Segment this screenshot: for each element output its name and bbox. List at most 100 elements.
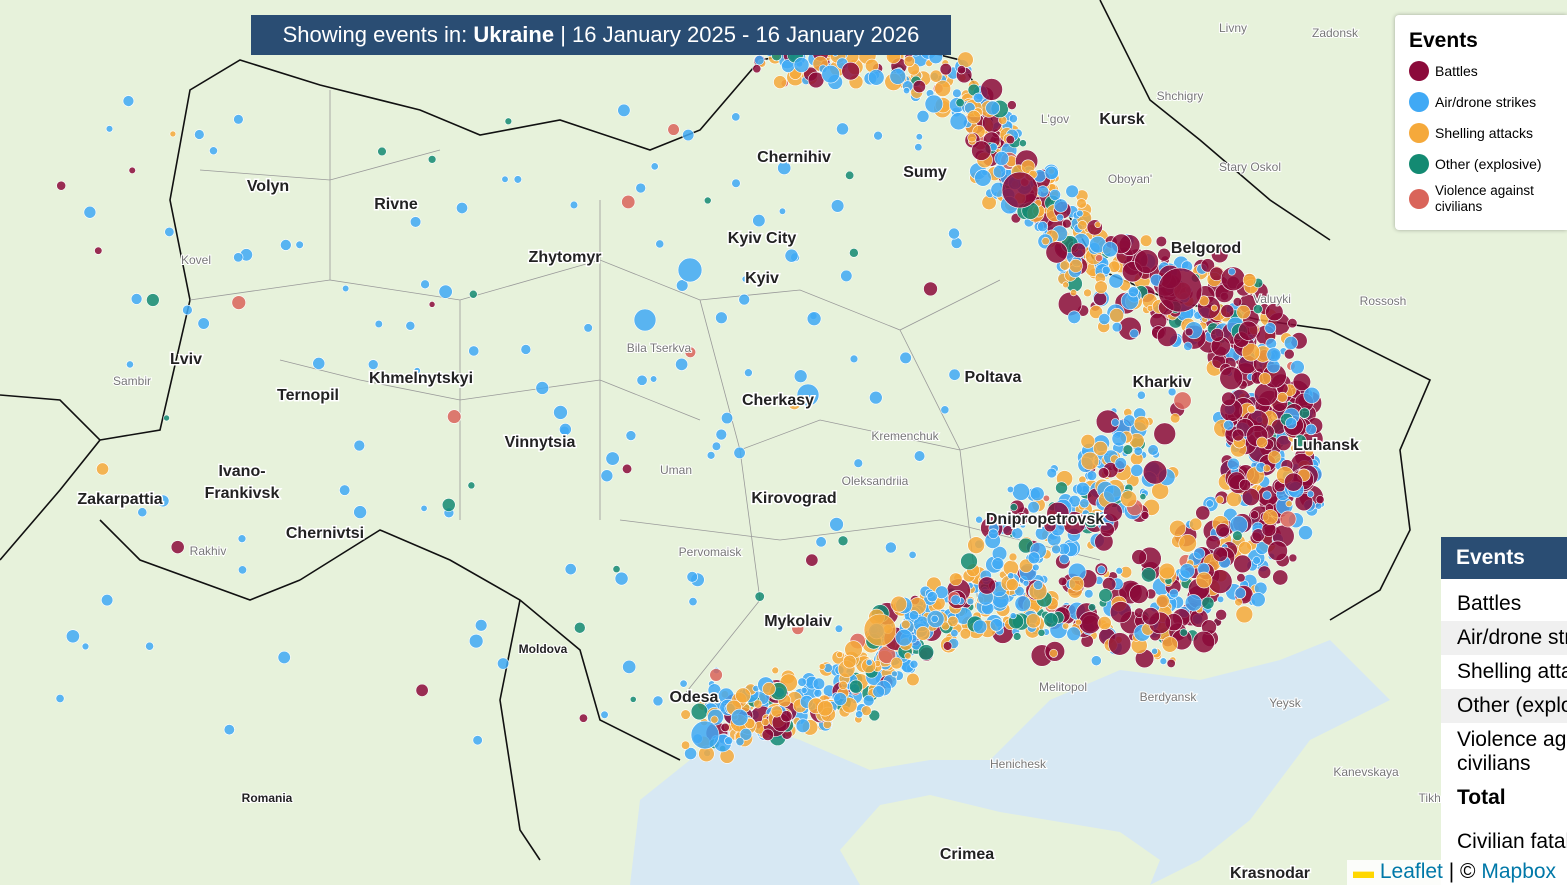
event-dot[interactable] [655, 239, 665, 249]
legend-item[interactable]: Shelling attacks [1409, 121, 1567, 144]
event-dot[interactable] [339, 484, 351, 496]
event-dot[interactable] [777, 161, 792, 176]
event-dot[interactable] [1212, 546, 1228, 562]
event-dot[interactable] [1293, 434, 1307, 447]
event-dot[interactable] [1043, 519, 1057, 533]
event-dot[interactable] [101, 594, 114, 607]
event-dot[interactable] [1008, 114, 1018, 124]
event-dot[interactable] [1262, 509, 1279, 526]
event-dot[interactable] [1088, 603, 1097, 612]
event-dot[interactable] [428, 301, 436, 308]
event-dot[interactable] [1009, 612, 1017, 620]
event-dot[interactable] [312, 357, 326, 370]
event-dot[interactable] [952, 88, 962, 98]
event-dot[interactable] [948, 368, 961, 381]
event-dot[interactable] [682, 128, 695, 142]
event-dot[interactable] [1195, 505, 1211, 521]
event-dot[interactable] [1158, 562, 1176, 580]
event-dot[interactable] [635, 182, 646, 194]
event-dot[interactable] [1075, 481, 1090, 497]
event-dot[interactable] [583, 323, 593, 333]
event-dot[interactable] [1095, 409, 1120, 434]
event-dot[interactable] [94, 246, 103, 255]
event-dot[interactable] [703, 196, 712, 205]
event-dot[interactable] [796, 383, 820, 407]
event-dot[interactable] [1140, 511, 1150, 520]
event-dot[interactable] [128, 166, 136, 174]
event-dot[interactable] [868, 709, 881, 722]
event-dot[interactable] [1242, 273, 1257, 287]
event-dot[interactable] [1055, 481, 1068, 495]
event-dot[interactable] [1315, 495, 1325, 505]
event-dot[interactable] [849, 248, 859, 258]
event-dot[interactable] [1275, 435, 1292, 451]
event-dot[interactable] [1200, 258, 1215, 273]
event-dot[interactable] [1179, 628, 1188, 637]
event-dot[interactable] [1014, 512, 1029, 526]
event-dot[interactable] [1075, 618, 1082, 626]
event-dot[interactable] [821, 64, 840, 84]
event-dot[interactable] [652, 695, 664, 707]
event-dot[interactable] [805, 553, 819, 567]
event-dot[interactable] [890, 656, 903, 670]
event-dot[interactable] [1062, 218, 1072, 229]
event-dot[interactable] [841, 61, 860, 81]
event-dot[interactable] [535, 381, 550, 395]
event-dot[interactable] [1285, 500, 1293, 508]
event-dot[interactable] [715, 428, 728, 441]
event-dot[interactable] [909, 659, 919, 669]
event-dot[interactable] [1067, 310, 1081, 324]
event-dot[interactable] [1183, 341, 1193, 351]
event-dot[interactable] [415, 683, 429, 697]
event-dot[interactable] [830, 199, 845, 213]
event-dot[interactable] [1083, 288, 1092, 298]
event-dot[interactable] [1080, 434, 1096, 449]
event-dot[interactable] [126, 360, 134, 369]
event-dot[interactable] [1241, 487, 1260, 506]
event-dot[interactable] [833, 692, 848, 706]
event-dot[interactable] [1111, 431, 1127, 447]
event-dot[interactable] [1086, 470, 1098, 481]
event-dot[interactable] [146, 293, 160, 307]
event-dot[interactable] [950, 629, 959, 638]
event-dot[interactable] [1210, 304, 1218, 312]
event-dot[interactable] [1234, 597, 1243, 607]
event-dot[interactable] [96, 462, 109, 476]
event-dot[interactable] [1111, 321, 1123, 333]
event-dot[interactable] [754, 55, 765, 66]
event-dot[interactable] [675, 357, 689, 371]
event-dot[interactable] [1167, 387, 1177, 397]
event-dot[interactable] [812, 677, 826, 690]
event-dot[interactable] [413, 367, 421, 375]
event-dot[interactable] [1069, 289, 1078, 297]
event-dot[interactable] [1179, 563, 1195, 579]
event-dot[interactable] [949, 112, 968, 131]
event-dot[interactable] [209, 146, 218, 156]
event-dot[interactable] [967, 536, 985, 554]
event-dot[interactable] [569, 200, 579, 210]
event-dot[interactable] [1027, 551, 1041, 565]
event-dot[interactable] [1098, 313, 1111, 325]
event-dot[interactable] [1155, 594, 1170, 608]
event-dot[interactable] [992, 165, 1007, 179]
event-dot[interactable] [1287, 318, 1298, 329]
event-dot[interactable] [1169, 519, 1187, 537]
event-dot[interactable] [1151, 647, 1158, 655]
event-dot[interactable] [1157, 267, 1203, 313]
event-dot[interactable] [1120, 490, 1138, 508]
event-dot[interactable] [1095, 254, 1103, 263]
event-dot[interactable] [1215, 608, 1227, 621]
event-dot[interactable] [1097, 467, 1110, 479]
event-dot[interactable] [980, 78, 1003, 101]
event-dot[interactable] [966, 597, 975, 606]
legend-item[interactable]: Other (explosive) [1409, 152, 1567, 175]
event-dot[interactable] [197, 317, 210, 330]
event-dot[interactable] [1033, 579, 1044, 590]
event-dot[interactable] [1141, 567, 1157, 583]
event-dot[interactable] [1285, 417, 1298, 430]
event-dot[interactable] [903, 55, 916, 67]
event-dot[interactable] [1195, 571, 1213, 589]
event-dot[interactable] [1161, 636, 1179, 653]
event-dot[interactable] [735, 737, 745, 747]
event-dot[interactable] [223, 724, 235, 736]
